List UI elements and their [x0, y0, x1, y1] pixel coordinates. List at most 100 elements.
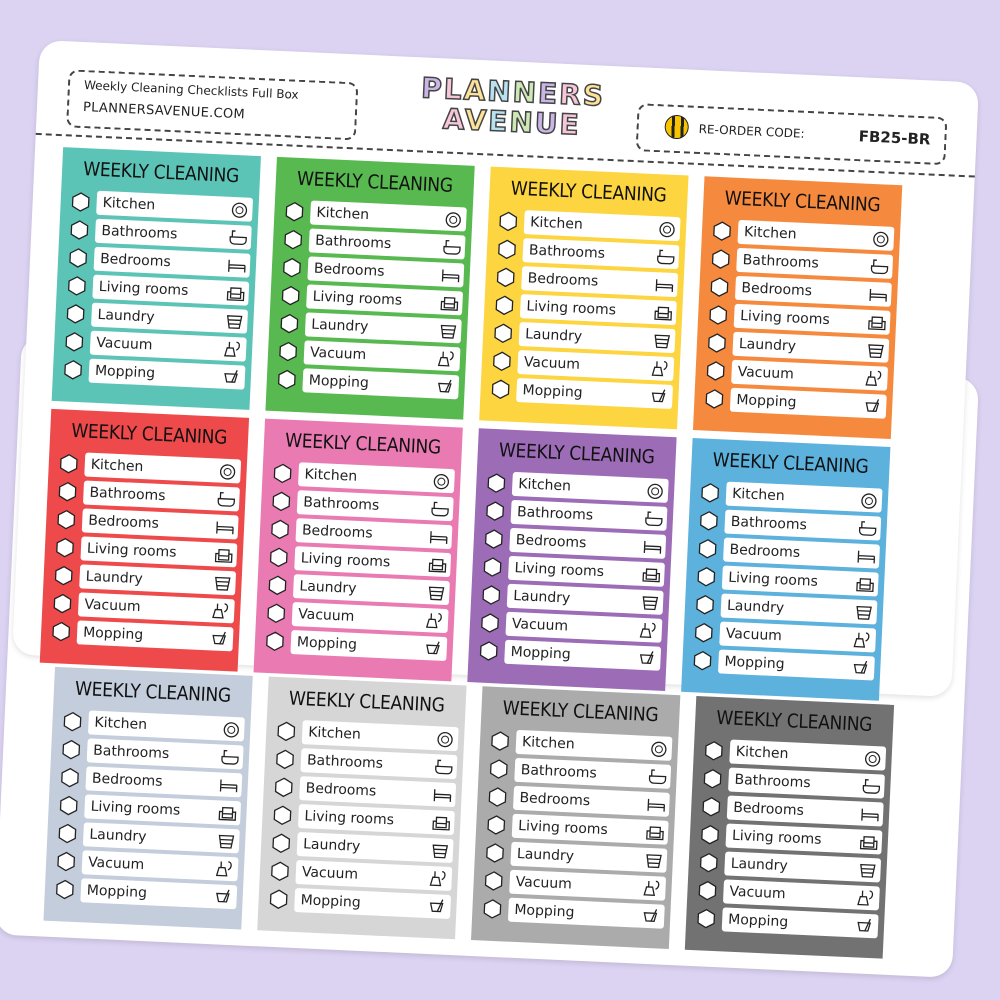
- hexagon-checkbox[interactable]: [486, 815, 507, 836]
- hexagon-checkbox[interactable]: [269, 861, 290, 882]
- hexagon-checkbox[interactable]: [696, 566, 717, 587]
- hexagon-checkbox[interactable]: [51, 621, 72, 642]
- hexagon-checkbox[interactable]: [58, 795, 79, 816]
- hexagon-checkbox[interactable]: [70, 192, 91, 213]
- hexagon-checkbox[interactable]: [284, 201, 305, 222]
- hexagon-checkbox[interactable]: [696, 908, 717, 929]
- hexagon-checkbox[interactable]: [700, 482, 721, 503]
- hexagon-checkbox[interactable]: [490, 731, 511, 752]
- hexagon-checkbox[interactable]: [275, 749, 296, 770]
- item-label-box: Kitchen: [737, 219, 895, 251]
- hexagon-checkbox[interactable]: [709, 277, 730, 298]
- hexagon-checkbox[interactable]: [712, 221, 733, 242]
- hexagon-checkbox[interactable]: [273, 777, 294, 798]
- hexagon-checkbox[interactable]: [61, 739, 82, 760]
- hexagon-checkbox[interactable]: [481, 585, 502, 606]
- hexagon-checkbox[interactable]: [54, 879, 75, 900]
- hexagon-checkbox[interactable]: [491, 351, 512, 372]
- item-label-box: Bedrooms: [307, 256, 465, 288]
- item-label-box: Vacuum: [291, 602, 449, 634]
- hexagon-checkbox[interactable]: [56, 851, 77, 872]
- hexagon-checkbox[interactable]: [498, 211, 519, 232]
- hexagon-checkbox[interactable]: [697, 538, 718, 559]
- hexagon-checkbox[interactable]: [693, 622, 714, 643]
- hexagon-checkbox[interactable]: [480, 613, 501, 634]
- hexagon-checkbox[interactable]: [478, 641, 499, 662]
- hexagon-checkbox[interactable]: [52, 593, 73, 614]
- hexagon-checkbox[interactable]: [698, 510, 719, 531]
- hexagon-checkbox[interactable]: [485, 501, 506, 522]
- item-label: Mopping: [727, 911, 789, 931]
- hexagon-checkbox[interactable]: [697, 880, 718, 901]
- hexagon-checkbox[interactable]: [266, 603, 287, 624]
- hexagon-checkbox[interactable]: [58, 453, 79, 474]
- hexagon-checkbox[interactable]: [66, 275, 87, 296]
- item-label-box: Bathrooms: [300, 748, 458, 780]
- item-label-box: Bathrooms: [86, 738, 244, 770]
- hexagon-checkbox[interactable]: [483, 529, 504, 550]
- hexagon-checkbox[interactable]: [62, 711, 83, 732]
- hexagon-checkbox[interactable]: [486, 473, 507, 494]
- hexagon-checkbox[interactable]: [276, 721, 297, 742]
- hexagon-checkbox[interactable]: [495, 267, 516, 288]
- hexagon-checkbox[interactable]: [57, 481, 78, 502]
- hexagon-checkbox[interactable]: [482, 557, 503, 578]
- checklist-item: Bathrooms: [480, 497, 668, 533]
- hexagon-checkbox[interactable]: [705, 361, 726, 382]
- hexagon-checkbox[interactable]: [53, 565, 74, 586]
- checklist-item: Living rooms: [268, 801, 455, 837]
- hexagon-checkbox[interactable]: [271, 833, 292, 854]
- hexagon-checkbox[interactable]: [497, 239, 518, 260]
- hexagon-checkbox[interactable]: [482, 898, 503, 919]
- hexagon-checkbox[interactable]: [490, 379, 511, 400]
- hexagon-checkbox[interactable]: [692, 650, 713, 671]
- hexagon-checkbox[interactable]: [695, 594, 716, 615]
- hexagon-checkbox[interactable]: [65, 303, 86, 324]
- hexagon-checkbox[interactable]: [703, 740, 724, 761]
- checklist-item: Laundry: [477, 580, 664, 616]
- hexagon-checkbox[interactable]: [57, 823, 78, 844]
- hexagon-checkbox[interactable]: [272, 805, 293, 826]
- mop-bucket-icon: [857, 918, 872, 932]
- hexagon-checkbox[interactable]: [60, 767, 81, 788]
- hexagon-checkbox[interactable]: [698, 852, 719, 873]
- hexagon-checkbox[interactable]: [487, 787, 508, 808]
- hexagon-checkbox[interactable]: [710, 249, 731, 270]
- hexagon-checkbox[interactable]: [494, 295, 515, 316]
- hexagon-checkbox[interactable]: [493, 323, 514, 344]
- hexagon-checkbox[interactable]: [63, 359, 84, 380]
- hexagon-checkbox[interactable]: [55, 537, 76, 558]
- hexagon-checkbox[interactable]: [64, 331, 85, 352]
- item-label: Bathrooms: [734, 771, 811, 792]
- checklist-item: Living rooms: [54, 791, 242, 827]
- hexagon-checkbox[interactable]: [488, 759, 509, 780]
- hexagon-checkbox[interactable]: [701, 796, 722, 817]
- hexagon-checkbox[interactable]: [265, 631, 286, 652]
- hexagon-checkbox[interactable]: [708, 305, 729, 326]
- hexagon-checkbox[interactable]: [704, 389, 725, 410]
- hexagon-checkbox[interactable]: [272, 463, 293, 484]
- hexagon-checkbox[interactable]: [283, 229, 304, 250]
- checklist-item: Vacuum: [487, 347, 675, 383]
- hexagon-checkbox[interactable]: [271, 491, 292, 512]
- laundry-basket-icon: [654, 334, 671, 349]
- hexagon-checkbox[interactable]: [268, 547, 289, 568]
- hexagon-checkbox[interactable]: [268, 889, 289, 910]
- hexagon-checkbox[interactable]: [270, 519, 291, 540]
- hexagon-checkbox[interactable]: [276, 369, 297, 390]
- hexagon-checkbox[interactable]: [483, 871, 504, 892]
- hexagon-checkbox[interactable]: [485, 843, 506, 864]
- hexagon-checkbox[interactable]: [279, 313, 300, 334]
- hexagon-checkbox[interactable]: [56, 509, 77, 530]
- hexagon-checkbox[interactable]: [267, 575, 288, 596]
- hexagon-checkbox[interactable]: [707, 333, 728, 354]
- hexagon-checkbox[interactable]: [281, 257, 302, 278]
- hexagon-checkbox[interactable]: [280, 285, 301, 306]
- hexagon-checkbox[interactable]: [700, 824, 721, 845]
- hexagon-checkbox[interactable]: [68, 248, 89, 269]
- checklist-item: Kitchen: [280, 197, 467, 233]
- hexagon-checkbox[interactable]: [278, 341, 299, 362]
- hexagon-checkbox[interactable]: [69, 220, 90, 241]
- vacuum-icon: [865, 370, 882, 386]
- hexagon-checkbox[interactable]: [702, 768, 723, 789]
